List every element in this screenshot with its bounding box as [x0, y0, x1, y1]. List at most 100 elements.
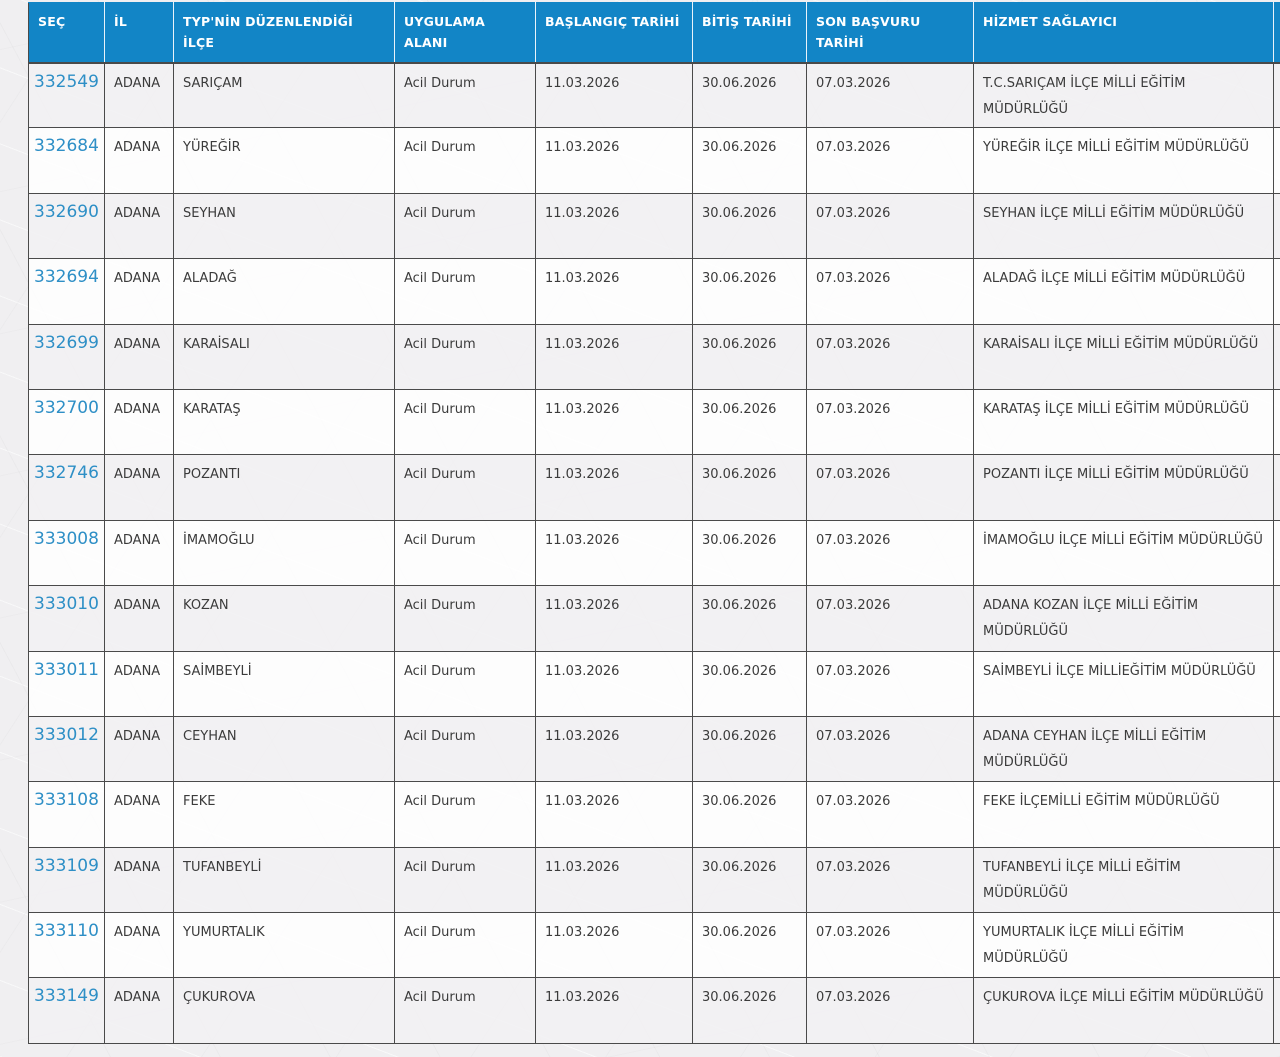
cell-bitis-tarihi: 30.06.2026: [692, 258, 807, 325]
notice-id-link[interactable]: 332684: [34, 136, 99, 157]
cell-son-basvuru-tarihi: 07.03.2026: [806, 61, 974, 129]
notice-id-link[interactable]: 333109: [34, 855, 99, 876]
cell-ilce: CEYHAN: [173, 715, 395, 783]
cell-sec: 332700: [28, 388, 105, 456]
cell-ilce: KARATAŞ: [173, 388, 395, 456]
cell-extra: [1273, 585, 1280, 652]
cell-bitis-tarihi: 30.06.2026: [692, 61, 807, 129]
cell-sec: 333008: [28, 519, 105, 587]
table-row: 332684 ADANA YÜREĞİR Acil Durum 11.03.20…: [28, 127, 1280, 194]
cell-baslangic-tarihi: 11.03.2026: [535, 454, 693, 521]
cell-baslangic-tarihi: 11.03.2026: [535, 585, 693, 652]
table-row: 332700 ADANA KARATAŞ Acil Durum 11.03.20…: [28, 388, 1280, 456]
cell-sec: 332699: [28, 323, 105, 390]
cell-son-basvuru-tarihi: 07.03.2026: [806, 715, 974, 783]
cell-sec: 332549: [28, 61, 105, 129]
cell-son-basvuru-tarihi: 07.03.2026: [806, 912, 974, 979]
cell-extra: [1273, 61, 1280, 129]
cell-il: ADANA: [104, 781, 174, 848]
cell-son-basvuru-tarihi: 07.03.2026: [806, 650, 974, 717]
cell-ilce: SARIÇAM: [173, 61, 395, 129]
cell-baslangic-tarihi: 11.03.2026: [535, 846, 693, 914]
cell-uygulama-alani: Acil Durum: [394, 585, 536, 652]
notice-id-link[interactable]: 333010: [34, 594, 99, 615]
table-body: 332549 ADANA SARIÇAM Acil Durum 11.03.20…: [28, 61, 1280, 1044]
table-row: 332549 ADANA SARIÇAM Acil Durum 11.03.20…: [28, 61, 1280, 129]
cell-son-basvuru-tarihi: 07.03.2026: [806, 258, 974, 325]
table-row: 332690 ADANA SEYHAN Acil Durum 11.03.202…: [28, 192, 1280, 260]
notice-id-link[interactable]: 333012: [34, 724, 99, 745]
cell-hizmet-saglayici: TUFANBEYLİ İLÇE MİLLİ EĞİTİM MÜDÜRLÜĞÜ: [973, 846, 1274, 914]
cell-hizmet-saglayici: FEKE İLÇEMİLLİ EĞİTİM MÜDÜRLÜĞÜ: [973, 781, 1274, 848]
notice-id-link[interactable]: 333108: [34, 790, 99, 811]
cell-son-basvuru-tarihi: 07.03.2026: [806, 323, 974, 390]
cell-uygulama-alani: Acil Durum: [394, 323, 536, 390]
cell-uygulama-alani: Acil Durum: [394, 388, 536, 456]
cell-son-basvuru-tarihi: 07.03.2026: [806, 127, 974, 194]
cell-baslangic-tarihi: 11.03.2026: [535, 912, 693, 979]
notice-id-link[interactable]: 333008: [34, 528, 99, 549]
cell-il: ADANA: [104, 454, 174, 521]
cell-il: ADANA: [104, 912, 174, 979]
notice-id-link[interactable]: 333110: [34, 921, 99, 942]
cell-il: ADANA: [104, 388, 174, 456]
cell-il: ADANA: [104, 323, 174, 390]
notice-id-link[interactable]: 332700: [34, 397, 99, 418]
cell-hizmet-saglayici: YUMURTALIK İLÇE MİLLİ EĞİTİM MÜDÜRLÜĞÜ: [973, 912, 1274, 979]
table-row: 333149 ADANA ÇUKUROVA Acil Durum 11.03.2…: [28, 977, 1280, 1044]
cell-sec: 333108: [28, 781, 105, 848]
cell-son-basvuru-tarihi: 07.03.2026: [806, 454, 974, 521]
cell-baslangic-tarihi: 11.03.2026: [535, 715, 693, 783]
table-row: 333110 ADANA YUMURTALIK Acil Durum 11.03…: [28, 912, 1280, 979]
cell-baslangic-tarihi: 11.03.2026: [535, 781, 693, 848]
cell-bitis-tarihi: 30.06.2026: [692, 323, 807, 390]
cell-baslangic-tarihi: 11.03.2026: [535, 323, 693, 390]
notice-id-link[interactable]: 333011: [34, 659, 99, 680]
cell-bitis-tarihi: 30.06.2026: [692, 454, 807, 521]
cell-sec: 332746: [28, 454, 105, 521]
cell-ilce: YÜREĞİR: [173, 127, 395, 194]
cell-il: ADANA: [104, 192, 174, 260]
cell-ilce: FEKE: [173, 781, 395, 848]
cell-sec: 333110: [28, 912, 105, 979]
column-header-sec: SEÇ: [28, 2, 105, 64]
notice-id-link[interactable]: 332746: [34, 463, 99, 484]
cell-il: ADANA: [104, 715, 174, 783]
table-row: 332699 ADANA KARAİSALI Acil Durum 11.03.…: [28, 323, 1280, 390]
column-header-extra: [1273, 2, 1280, 64]
cell-bitis-tarihi: 30.06.2026: [692, 192, 807, 260]
cell-extra: [1273, 912, 1280, 979]
cell-uygulama-alani: Acil Durum: [394, 781, 536, 848]
cell-baslangic-tarihi: 11.03.2026: [535, 61, 693, 129]
cell-hizmet-saglayici: POZANTI İLÇE MİLLİ EĞİTİM MÜDÜRLÜĞÜ: [973, 454, 1274, 521]
cell-il: ADANA: [104, 127, 174, 194]
cell-hizmet-saglayici: ADANA KOZAN İLÇE MİLLİ EĞİTİM MÜDÜRLÜĞÜ: [973, 585, 1274, 652]
cell-ilce: KOZAN: [173, 585, 395, 652]
notice-id-link[interactable]: 332690: [34, 201, 99, 222]
cell-extra: [1273, 715, 1280, 783]
column-header-hizmet-saglayici: HİZMET SAĞLAYICI: [973, 2, 1274, 64]
column-header-bitis-tarihi: BİTİŞ TARİHİ: [692, 2, 807, 64]
cell-ilce: TUFANBEYLİ: [173, 846, 395, 914]
cell-ilce: SAİMBEYLİ: [173, 650, 395, 717]
cell-bitis-tarihi: 30.06.2026: [692, 585, 807, 652]
notice-id-link[interactable]: 333149: [34, 986, 99, 1007]
notice-id-link[interactable]: 332699: [34, 332, 99, 353]
cell-uygulama-alani: Acil Durum: [394, 192, 536, 260]
cell-sec: 332684: [28, 127, 105, 194]
cell-son-basvuru-tarihi: 07.03.2026: [806, 846, 974, 914]
cell-son-basvuru-tarihi: 07.03.2026: [806, 388, 974, 456]
cell-bitis-tarihi: 30.06.2026: [692, 977, 807, 1044]
cell-bitis-tarihi: 30.06.2026: [692, 912, 807, 979]
cell-extra: [1273, 192, 1280, 260]
cell-hizmet-saglayici: SEYHAN İLÇE MİLLİ EĞİTİM MÜDÜRLÜĞÜ: [973, 192, 1274, 260]
table-row: 332746 ADANA POZANTI Acil Durum 11.03.20…: [28, 454, 1280, 521]
column-header-uygulama-alani: UYGULAMA ALANI: [394, 2, 536, 64]
notice-id-link[interactable]: 332549: [34, 71, 99, 92]
cell-ilce: POZANTI: [173, 454, 395, 521]
cell-bitis-tarihi: 30.06.2026: [692, 388, 807, 456]
cell-uygulama-alani: Acil Durum: [394, 61, 536, 129]
cell-uygulama-alani: Acil Durum: [394, 650, 536, 717]
notice-id-link[interactable]: 332694: [34, 267, 99, 288]
